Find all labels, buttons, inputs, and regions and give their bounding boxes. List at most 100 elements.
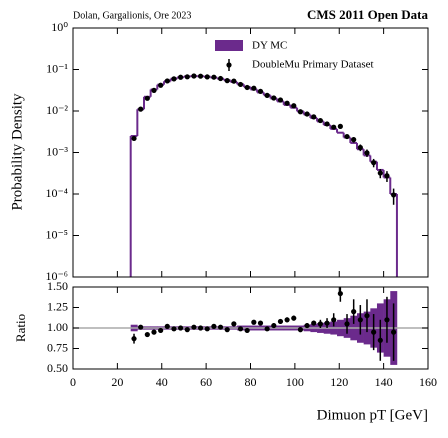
ratio-point xyxy=(357,317,363,323)
ratio-point xyxy=(284,317,290,323)
data-point xyxy=(158,82,164,88)
x-tick-label: 160 xyxy=(419,375,437,389)
data-point xyxy=(244,84,250,91)
ratio-point xyxy=(158,327,164,334)
ratio-point xyxy=(144,331,150,338)
x-tick-label: 140 xyxy=(375,375,393,389)
y-tick-label: 10⁰ xyxy=(51,20,68,34)
ratio-point xyxy=(371,329,377,335)
ratio-point xyxy=(191,324,197,330)
y-tick-label: 1.00 xyxy=(47,320,68,334)
x-tick-label: 100 xyxy=(286,375,304,389)
ratio-point xyxy=(337,290,343,297)
data-point xyxy=(344,133,350,140)
ratio-point xyxy=(351,309,357,315)
ratio-point xyxy=(324,320,330,326)
y-axis-label: Probability Density xyxy=(9,93,25,211)
data-point xyxy=(264,92,270,98)
ratio-point xyxy=(224,327,230,333)
x-tick-label: 80 xyxy=(245,375,257,389)
data-point xyxy=(337,123,343,129)
x-tick-label: 60 xyxy=(200,375,212,389)
data-point xyxy=(324,121,330,127)
ratio-point xyxy=(291,315,297,321)
ratio-point xyxy=(384,317,390,323)
ratio-point xyxy=(391,329,397,335)
data-point xyxy=(151,87,157,93)
dataset-label: CMS 2011 Open Data xyxy=(307,7,428,22)
y-tick-label: 1.25 xyxy=(47,299,68,313)
x-tick-label: 0 xyxy=(70,375,76,389)
ratio-point xyxy=(151,329,157,335)
data-point xyxy=(371,160,377,166)
ratio-point xyxy=(257,320,264,326)
plot-frame xyxy=(72,27,429,278)
data-point xyxy=(251,85,257,91)
data-point xyxy=(144,95,150,101)
ratio-point xyxy=(131,336,137,342)
data-point xyxy=(178,74,184,80)
legend-swatch xyxy=(215,40,243,51)
ratio-point xyxy=(244,327,250,334)
x-tick-label: 120 xyxy=(330,375,348,389)
x-tick-label: 40 xyxy=(156,375,168,389)
data-point xyxy=(304,111,310,117)
ratio-point xyxy=(297,327,304,333)
legend-marker xyxy=(226,62,232,68)
data-point xyxy=(211,74,217,80)
data-point xyxy=(237,81,244,88)
data-point xyxy=(311,114,317,120)
y-tick-label: 1.50 xyxy=(47,279,68,293)
ratio-point xyxy=(277,318,284,325)
ratio-point xyxy=(317,321,323,327)
data-point xyxy=(384,173,390,179)
data-point xyxy=(277,97,284,103)
legend-label: DY MC xyxy=(252,40,287,52)
ratio-point xyxy=(311,320,317,326)
ratio-point xyxy=(264,326,270,332)
ratio-point xyxy=(217,324,224,330)
y-tick-label: 0.50 xyxy=(47,361,68,375)
credit: Dolan, Gargalionis, Ore 2023 xyxy=(73,10,191,21)
ratio-point xyxy=(344,321,350,327)
y-tick-label: 10⁻⁴ xyxy=(45,186,68,200)
data-point xyxy=(217,75,224,82)
data-point xyxy=(171,76,177,82)
ratio-point xyxy=(331,317,337,323)
ratio-point xyxy=(231,321,237,327)
data-point xyxy=(351,137,357,143)
data-point xyxy=(204,74,210,80)
x-tick-label: 20 xyxy=(111,375,123,389)
ratio-point xyxy=(377,337,383,343)
y-tick-label: 10⁻³ xyxy=(46,144,68,158)
ratio-point xyxy=(164,323,170,329)
data-point xyxy=(364,150,370,156)
y-tick-label: 0.75 xyxy=(47,340,68,354)
ratio-point xyxy=(211,323,217,329)
ratio-point xyxy=(237,326,244,332)
ratio-point xyxy=(184,327,190,333)
data-point xyxy=(231,78,237,84)
y-tick-label: 10⁻⁶ xyxy=(45,269,68,283)
data-point xyxy=(391,192,397,198)
ratio-point xyxy=(138,324,144,330)
data-point xyxy=(138,106,144,112)
data-point xyxy=(357,144,363,151)
data-point xyxy=(257,88,264,94)
data-point xyxy=(197,73,204,79)
ratio-point xyxy=(271,322,277,329)
ratio-point xyxy=(364,313,370,319)
data-point xyxy=(331,124,337,130)
plot-frame xyxy=(72,286,429,370)
ratio-point xyxy=(178,325,184,331)
data-point xyxy=(184,74,190,80)
data-point xyxy=(271,95,277,101)
ratio-point xyxy=(304,322,310,329)
data-point xyxy=(284,100,290,106)
data-point xyxy=(317,117,323,124)
y-tick-label: 10⁻² xyxy=(46,103,68,117)
ratio-point xyxy=(197,325,204,331)
data-point xyxy=(377,170,383,176)
data-point xyxy=(191,73,197,79)
data-point xyxy=(131,135,137,142)
